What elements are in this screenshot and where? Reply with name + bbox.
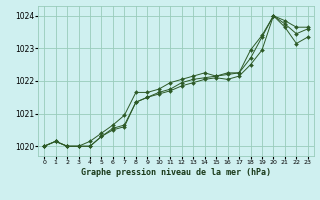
- X-axis label: Graphe pression niveau de la mer (hPa): Graphe pression niveau de la mer (hPa): [81, 168, 271, 177]
